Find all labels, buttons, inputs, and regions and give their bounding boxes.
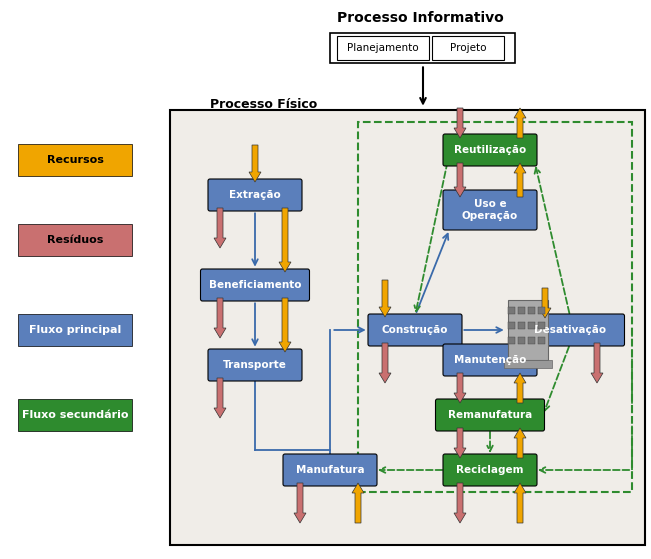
FancyBboxPatch shape [443, 454, 537, 486]
FancyBboxPatch shape [528, 322, 535, 329]
Text: Processo Informativo: Processo Informativo [337, 11, 503, 25]
Polygon shape [454, 108, 466, 138]
FancyBboxPatch shape [443, 190, 537, 230]
Polygon shape [514, 108, 526, 138]
Polygon shape [514, 373, 526, 403]
FancyBboxPatch shape [337, 36, 429, 60]
Polygon shape [379, 343, 391, 383]
FancyBboxPatch shape [18, 224, 132, 256]
FancyBboxPatch shape [516, 314, 624, 346]
Polygon shape [454, 163, 466, 197]
Polygon shape [454, 373, 466, 403]
Text: Resíduos: Resíduos [47, 235, 104, 245]
Text: Recursos: Recursos [47, 155, 104, 165]
FancyBboxPatch shape [538, 337, 545, 344]
Text: Fluxo secundário: Fluxo secundário [21, 410, 128, 420]
FancyBboxPatch shape [436, 399, 544, 431]
Polygon shape [379, 280, 391, 317]
FancyBboxPatch shape [518, 322, 525, 329]
Polygon shape [454, 428, 466, 458]
Polygon shape [279, 298, 291, 352]
FancyBboxPatch shape [538, 307, 545, 314]
Text: Projeto: Projeto [450, 43, 486, 53]
Polygon shape [249, 145, 261, 182]
FancyBboxPatch shape [504, 360, 552, 368]
Text: Fluxo principal: Fluxo principal [29, 325, 121, 335]
Text: Transporte: Transporte [223, 360, 287, 370]
FancyBboxPatch shape [508, 300, 548, 360]
FancyBboxPatch shape [528, 337, 535, 344]
Text: Construção: Construção [381, 325, 449, 335]
FancyBboxPatch shape [283, 454, 377, 486]
FancyBboxPatch shape [432, 36, 504, 60]
FancyBboxPatch shape [443, 134, 537, 166]
Polygon shape [454, 483, 466, 523]
FancyBboxPatch shape [508, 307, 515, 314]
FancyBboxPatch shape [443, 344, 537, 376]
Polygon shape [352, 483, 364, 523]
FancyBboxPatch shape [508, 322, 515, 329]
Text: Desativação: Desativação [534, 325, 606, 335]
Polygon shape [294, 483, 306, 523]
Polygon shape [514, 428, 526, 458]
FancyBboxPatch shape [18, 314, 132, 346]
Text: Reciclagem: Reciclagem [456, 465, 524, 475]
FancyBboxPatch shape [538, 322, 545, 329]
Text: Beneficiamento: Beneficiamento [209, 280, 301, 290]
FancyBboxPatch shape [368, 314, 462, 346]
Text: Extração: Extração [229, 190, 281, 200]
FancyBboxPatch shape [170, 110, 645, 545]
Polygon shape [214, 298, 226, 338]
FancyBboxPatch shape [518, 337, 525, 344]
FancyBboxPatch shape [330, 33, 515, 63]
FancyBboxPatch shape [201, 269, 309, 301]
FancyBboxPatch shape [208, 179, 302, 211]
Polygon shape [539, 288, 551, 318]
Polygon shape [514, 163, 526, 197]
Polygon shape [279, 208, 291, 272]
Text: Planejamento: Planejamento [347, 43, 419, 53]
Polygon shape [214, 378, 226, 418]
Text: Reutilização: Reutilização [454, 145, 526, 155]
FancyBboxPatch shape [18, 144, 132, 176]
Text: Uso e
Operação: Uso e Operação [462, 199, 518, 221]
Polygon shape [591, 343, 603, 383]
FancyBboxPatch shape [528, 307, 535, 314]
Text: Processo Físico: Processo Físico [210, 98, 317, 111]
Text: Manufatura: Manufatura [296, 465, 365, 475]
Polygon shape [514, 483, 526, 523]
Polygon shape [214, 208, 226, 248]
FancyBboxPatch shape [208, 349, 302, 381]
FancyBboxPatch shape [508, 337, 515, 344]
Text: Manutenção: Manutenção [454, 355, 526, 365]
Text: Remanufatura: Remanufatura [448, 410, 532, 420]
FancyBboxPatch shape [518, 307, 525, 314]
FancyBboxPatch shape [18, 399, 132, 431]
